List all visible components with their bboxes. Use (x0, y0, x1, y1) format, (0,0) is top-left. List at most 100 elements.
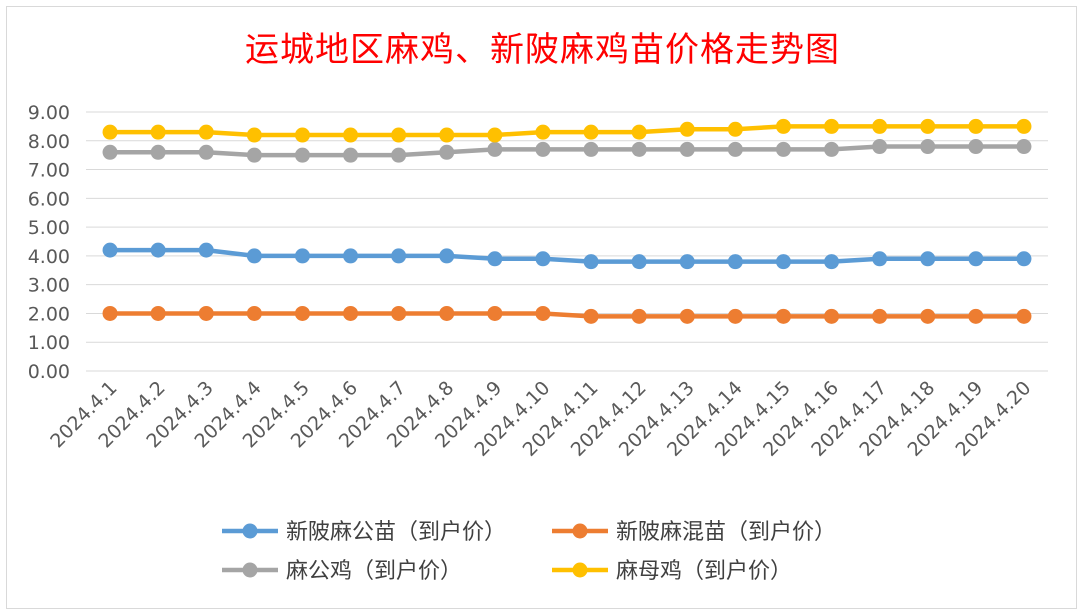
y-tick-label: 1.00 (28, 332, 70, 354)
series-line (107, 247, 1027, 264)
data-point (198, 242, 214, 258)
data-point (294, 127, 310, 143)
data-point (439, 305, 455, 321)
data-point (631, 141, 647, 157)
legend-label: 麻公鸡（到户价） (286, 559, 462, 584)
data-point (391, 127, 407, 143)
data-point (775, 141, 791, 157)
data-point (872, 118, 888, 134)
data-point (198, 305, 214, 321)
data-point (246, 305, 262, 321)
series-line (107, 124, 1027, 138)
data-point (679, 308, 695, 324)
data-point (872, 251, 888, 267)
series-line (107, 311, 1027, 319)
data-point (102, 242, 118, 258)
data-point (727, 254, 743, 270)
y-tick-label: 4.00 (28, 246, 70, 268)
data-point (102, 144, 118, 160)
data-point (487, 141, 503, 157)
data-point (246, 147, 262, 163)
data-point (391, 305, 407, 321)
data-point (872, 308, 888, 324)
data-point (968, 139, 984, 155)
data-point (343, 147, 359, 163)
data-point (872, 139, 888, 155)
data-point (824, 308, 840, 324)
y-tick-label: 2.00 (28, 303, 70, 325)
data-point (294, 147, 310, 163)
data-point (150, 144, 166, 160)
legend-marker (242, 562, 258, 578)
data-point (198, 124, 214, 140)
data-point (583, 124, 599, 140)
data-point (583, 308, 599, 324)
data-point (439, 144, 455, 160)
data-point (631, 254, 647, 270)
data-point (439, 127, 455, 143)
y-tick-label: 5.00 (28, 217, 70, 239)
data-point (968, 308, 984, 324)
data-point (535, 124, 551, 140)
data-point (439, 248, 455, 264)
data-point (535, 141, 551, 157)
data-point (727, 121, 743, 137)
data-point (824, 141, 840, 157)
data-point (920, 308, 936, 324)
legend-label: 新陂麻公苗（到户价） (286, 520, 506, 545)
data-point (583, 254, 599, 270)
data-point (824, 118, 840, 134)
data-point (775, 308, 791, 324)
data-point (583, 141, 599, 157)
data-point (920, 118, 936, 134)
data-point (1016, 139, 1032, 155)
legend-marker (572, 562, 588, 578)
y-tick-label: 7.00 (28, 160, 70, 182)
data-point (968, 251, 984, 267)
data-point (631, 124, 647, 140)
data-point (198, 144, 214, 160)
y-tick-label: 0.00 (28, 361, 70, 383)
data-point (246, 127, 262, 143)
legend-marker (572, 523, 588, 539)
data-point (150, 242, 166, 258)
data-point (343, 248, 359, 264)
data-point (343, 127, 359, 143)
data-point (150, 124, 166, 140)
y-tick-label: 8.00 (28, 131, 70, 153)
data-point (679, 254, 695, 270)
data-point (102, 305, 118, 321)
data-point (1016, 118, 1032, 134)
data-point (727, 141, 743, 157)
data-point (391, 147, 407, 163)
data-point (1016, 308, 1032, 324)
y-tick-label: 3.00 (28, 275, 70, 297)
data-point (294, 248, 310, 264)
data-point (487, 127, 503, 143)
legend-label: 麻母鸡（到户价） (616, 559, 792, 584)
data-point (391, 248, 407, 264)
chart-title: 运城地区麻鸡、新陂麻鸡苗价格走势图 (245, 30, 840, 70)
y-tick-label: 9.00 (28, 102, 70, 124)
data-point (487, 305, 503, 321)
legend-marker (242, 523, 258, 539)
data-point (968, 118, 984, 134)
data-point (487, 251, 503, 267)
data-point (727, 308, 743, 324)
data-point (920, 139, 936, 155)
data-point (535, 305, 551, 321)
data-point (294, 305, 310, 321)
data-point (775, 118, 791, 134)
data-point (343, 305, 359, 321)
data-point (246, 248, 262, 264)
data-point (535, 251, 551, 267)
legend-label: 新陂麻混苗（到户价） (616, 520, 836, 545)
data-point (150, 305, 166, 321)
data-point (920, 251, 936, 267)
y-tick-label: 6.00 (28, 188, 70, 210)
data-point (679, 121, 695, 137)
series-line (107, 144, 1027, 158)
data-point (824, 254, 840, 270)
